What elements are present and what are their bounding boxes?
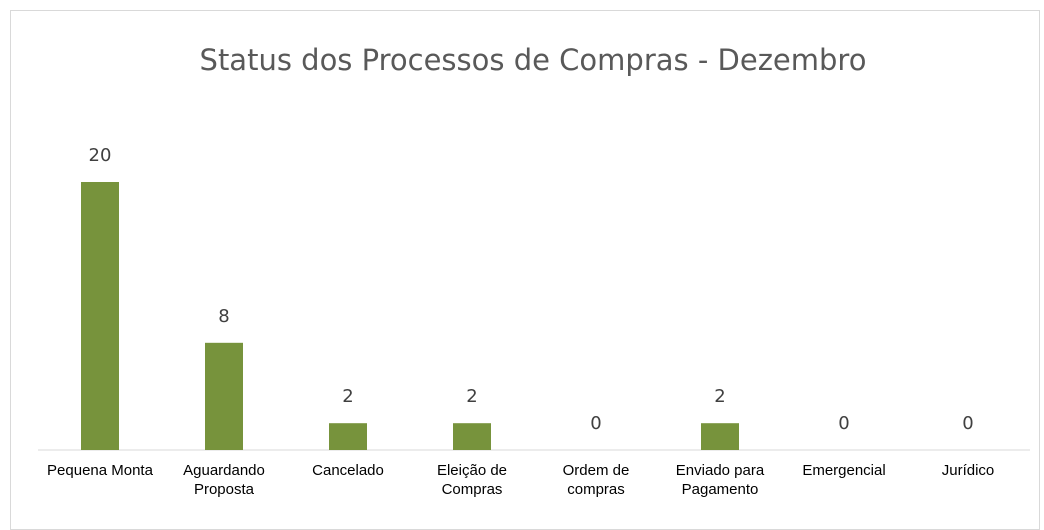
bar <box>701 423 739 450</box>
data-label: 0 <box>590 413 601 434</box>
x-tick-label: Enviado para Pagamento <box>675 462 765 498</box>
data-label: 2 <box>466 386 477 407</box>
bar <box>81 182 119 450</box>
data-label: 0 <box>838 413 849 434</box>
data-label: 0 <box>962 413 973 434</box>
data-label: 20 <box>89 145 112 166</box>
x-tick-label: Emergencial <box>802 462 886 479</box>
x-tick-label: Eleição de Compras <box>436 462 508 498</box>
page: {"chart_data": {"type": "bar", "title": … <box>10 10 1040 530</box>
data-label: 2 <box>714 386 725 407</box>
x-tick-label: Jurídico <box>941 462 995 479</box>
x-tick-label: Aguardando Proposta <box>183 462 265 498</box>
chart: Status dos Processos de Compras - Dezemb… <box>38 43 1030 451</box>
bar <box>205 342 243 450</box>
x-tick-label: Ordem de compras <box>562 462 630 498</box>
x-tick-label: Pequena Monta <box>47 462 153 479</box>
bar <box>453 423 491 450</box>
chart-title: Status dos Processos de Compras - Dezemb… <box>200 43 867 77</box>
bar <box>329 423 367 450</box>
x-tick-label: Cancelado <box>312 462 384 479</box>
data-label: 8 <box>218 306 229 327</box>
data-label: 2 <box>342 386 353 407</box>
